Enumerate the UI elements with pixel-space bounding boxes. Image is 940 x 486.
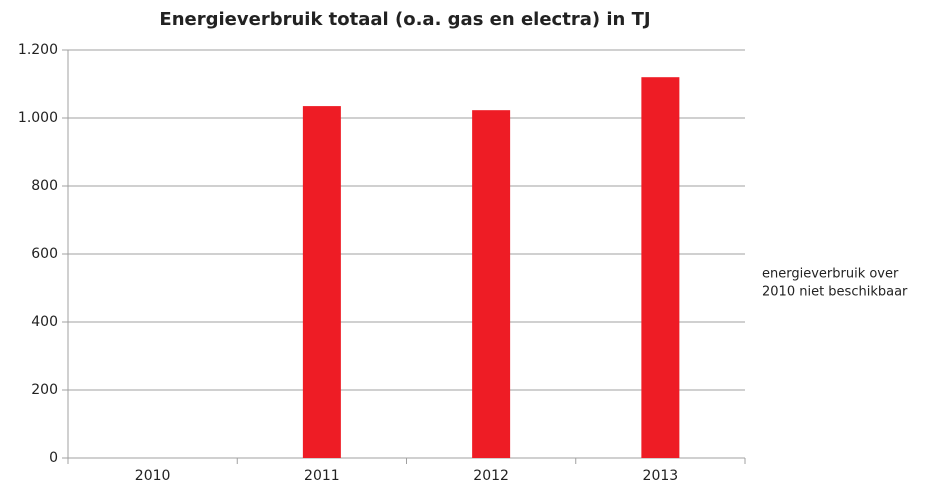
y-tick-label: 1.000 <box>18 110 58 126</box>
bar <box>302 106 341 458</box>
x-tick-label: 2012 <box>473 468 509 484</box>
y-tick-label: 0 <box>49 450 58 466</box>
annotation: energieverbruik over <box>762 267 899 282</box>
y-tick-label: 200 <box>31 382 58 398</box>
bar <box>472 110 511 459</box>
x-tick-label: 2011 <box>304 468 340 484</box>
y-tick-label: 1.200 <box>18 42 58 58</box>
bar <box>641 77 680 458</box>
annotation: 2010 niet beschikbaar <box>762 285 908 300</box>
y-tick-label: 400 <box>31 314 58 330</box>
y-tick-label: 600 <box>31 246 58 262</box>
x-tick-label: 2013 <box>643 468 679 484</box>
x-tick-label: 2010 <box>135 468 171 484</box>
chart-title: Energieverbruik totaal (o.a. gas en elec… <box>159 9 650 30</box>
y-tick-label: 800 <box>31 178 58 194</box>
